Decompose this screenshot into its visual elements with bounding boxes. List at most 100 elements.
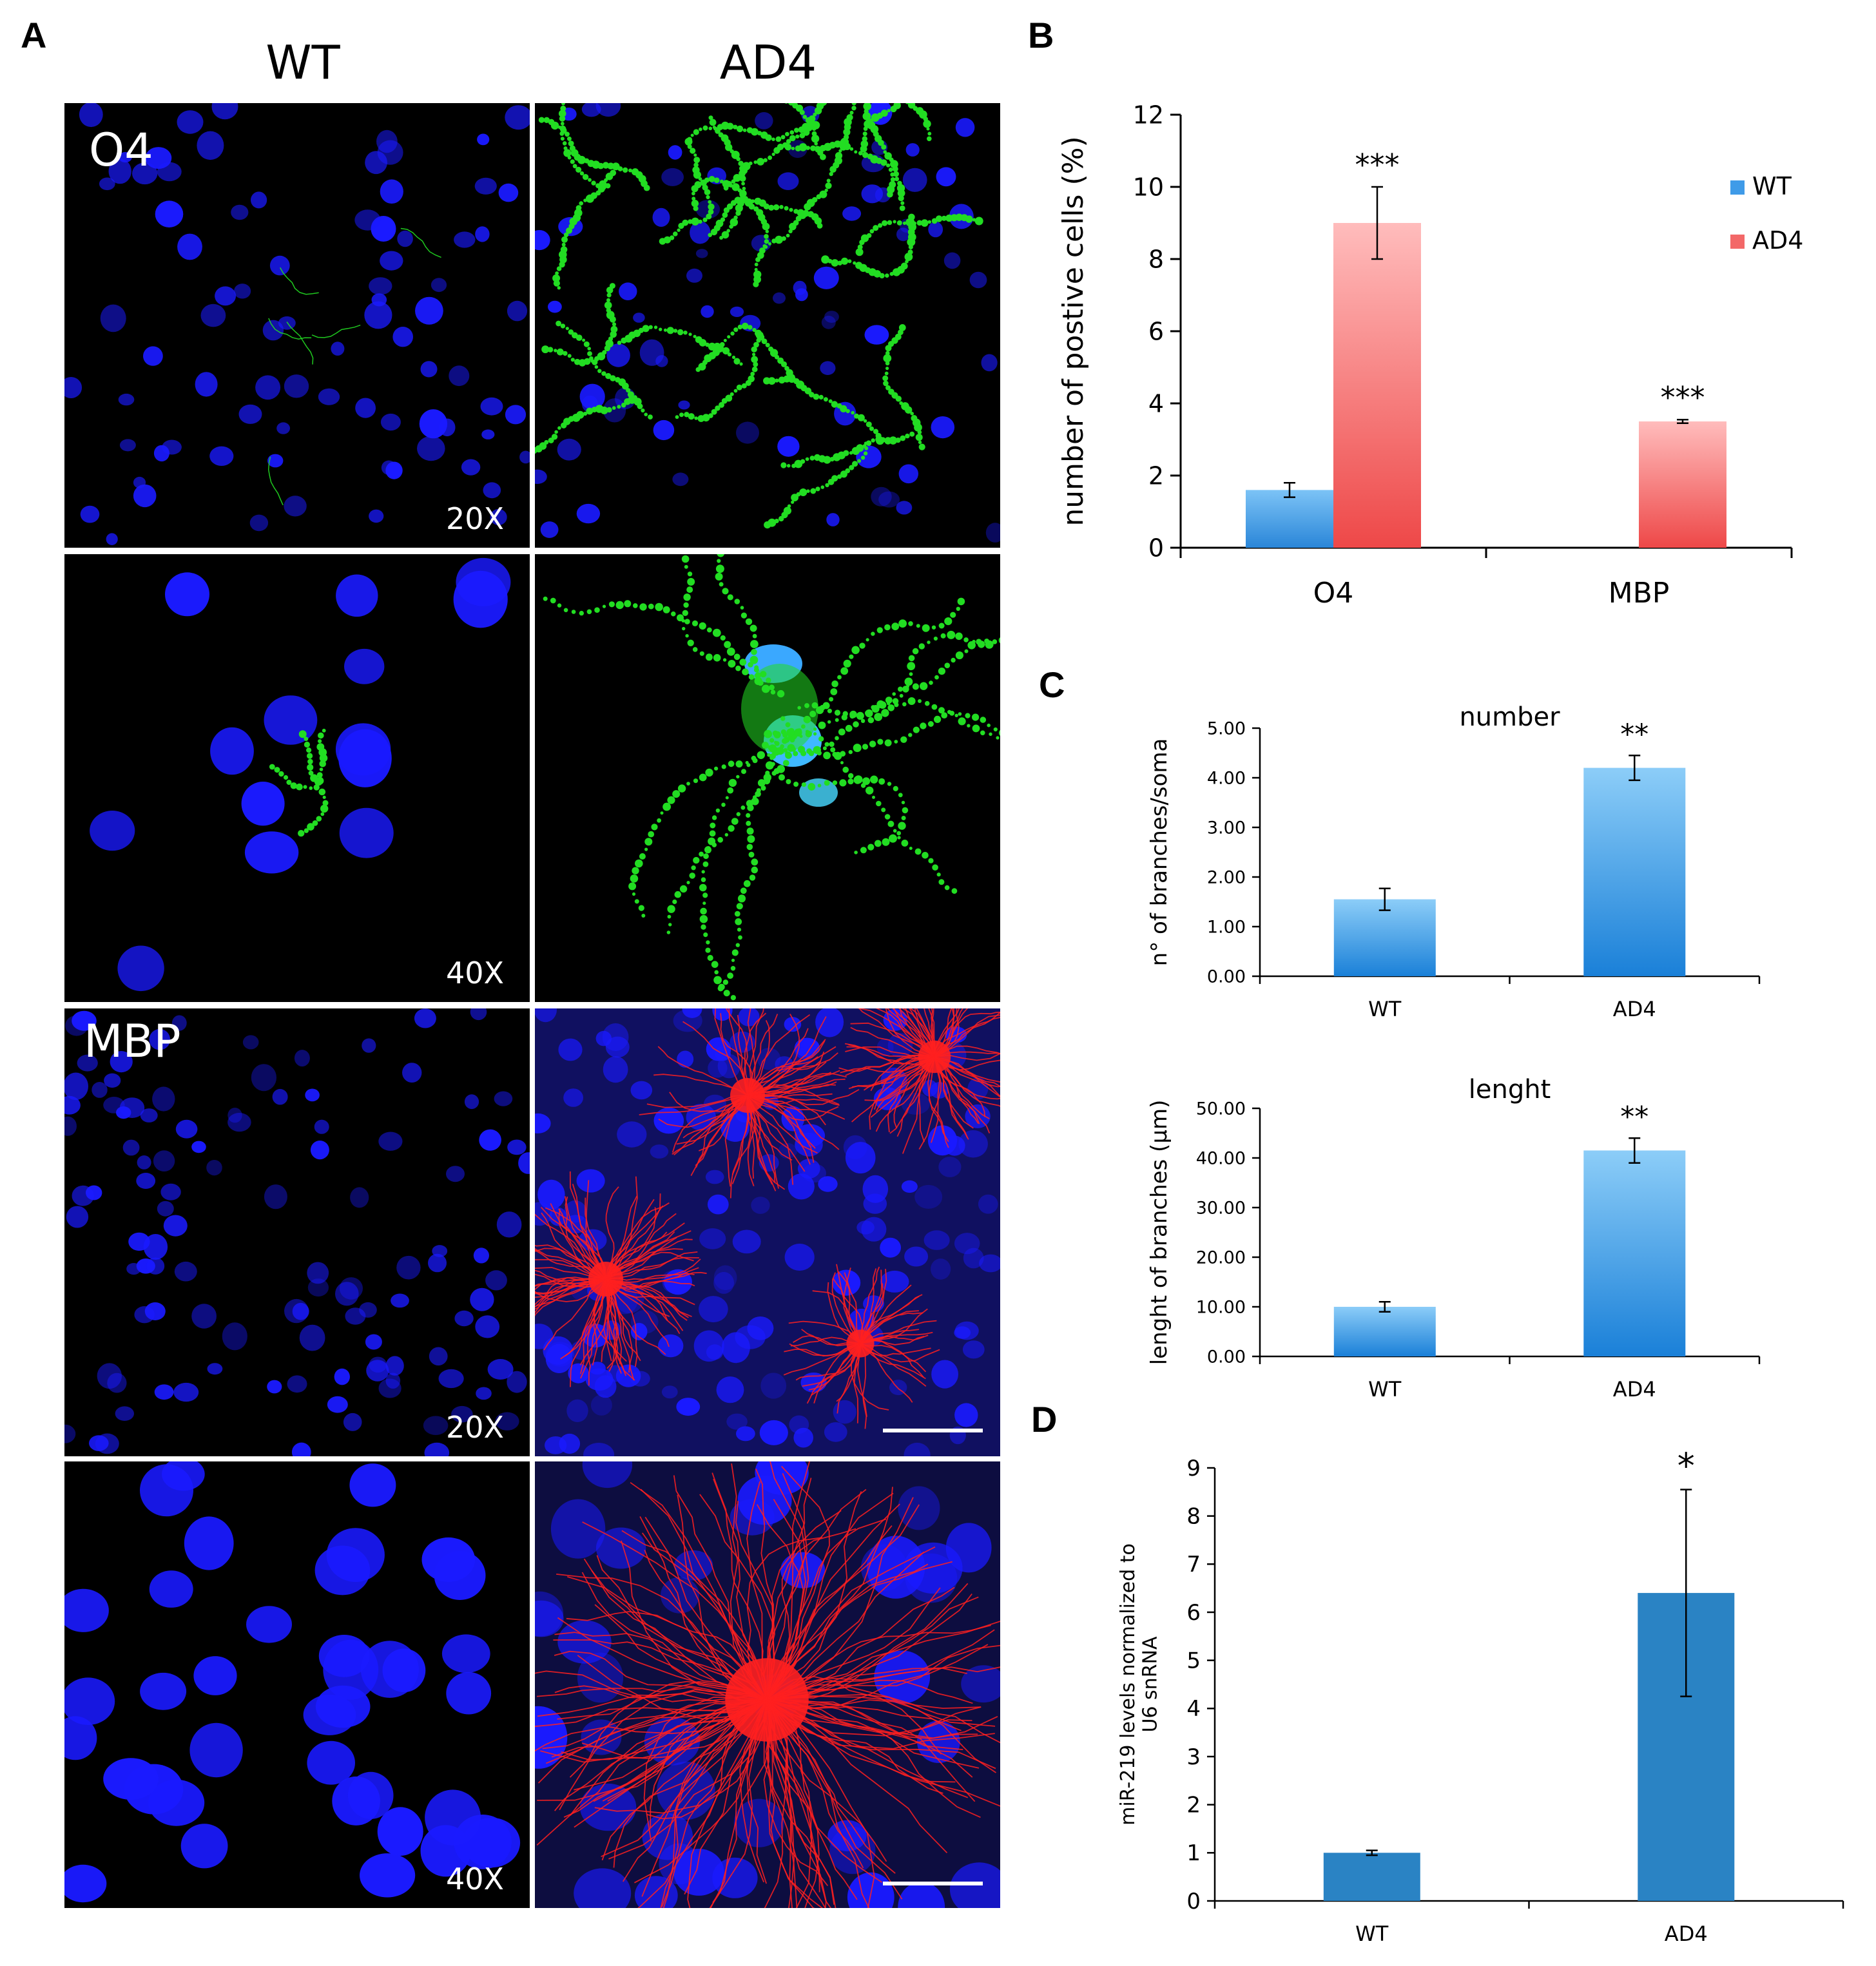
cell-process-dot [739,362,743,366]
cell-process-dot [663,328,668,332]
cell-process-dot [918,443,925,450]
cell-process-dot [624,600,632,608]
cell-process-dot [967,724,971,728]
nucleus [498,183,519,202]
cell-process-dot [675,415,679,419]
nucleus [713,1271,734,1294]
cell-process-dot [588,178,592,182]
cell-process-dot [918,643,925,650]
cell-process-dot [653,325,658,329]
cell-process-dot [322,800,329,806]
magnification-label: 20X [445,501,504,536]
cell-process-dot [662,606,670,613]
cell-process [605,1237,677,1280]
cell-process-dot [550,597,556,604]
cell-process-dot [597,369,602,373]
nucleus [668,145,682,160]
cell-process [605,1222,685,1280]
cell-process [887,1056,935,1133]
cell-process-dot [871,438,875,443]
cell-process [766,1699,820,1908]
cell-process-dot [885,697,893,704]
cell-process-dot [874,840,882,847]
cell-process-dot [704,189,711,195]
nucleus [701,305,714,318]
cell-process-dot [894,177,900,182]
cell-process-dot [604,301,612,309]
cell-process [766,1699,995,1749]
y-tick-label: 5 [1186,1648,1201,1674]
cell-process-dot [642,325,650,332]
cell-process-dot [553,280,560,287]
cell-process-dot [693,129,699,135]
cell-process [591,1570,768,1701]
cell-process-dot [615,377,621,383]
cell-process [586,1278,607,1386]
cell-process-dot [687,577,695,586]
nucleus [369,277,392,295]
cell-process [650,1699,768,1828]
cell-process-dot [709,830,716,837]
nucleus [272,1088,288,1105]
cell-process-dot [739,175,746,182]
cell-process [793,1335,861,1347]
nucleus [206,1160,222,1176]
cell-process [639,1095,748,1115]
cell-process-dot [269,764,275,770]
cell-process [613,1699,768,1868]
nucleus [177,233,202,260]
cell-process [605,1278,638,1367]
cell-process-dot [876,627,883,633]
nucleus [606,343,630,367]
cell-process-dot [563,149,572,157]
cell-process [934,1056,1000,1097]
nucleus [963,1248,984,1269]
cell-process-dot [829,741,835,747]
nucleus [77,1054,98,1072]
cell-process [641,1532,768,1701]
y-tick-label: 9 [1186,1456,1201,1481]
cell-process-dot [298,830,305,837]
cell-process [605,1207,657,1280]
cell-process-dot [818,736,824,742]
cell-process-dot [757,251,764,259]
cell-process [747,1084,836,1096]
cell-process [851,1056,935,1123]
nucleus [943,252,961,269]
cell-process [747,1008,764,1096]
cell-process-dot [814,142,818,146]
cell-process [766,1510,842,1701]
cell-process [535,1278,606,1287]
cell-process-dot [705,947,711,953]
cell-process-dot [918,699,922,703]
cell-process-dot [660,811,664,815]
cell-process-dot [883,380,889,387]
cell-process-dot [578,359,586,367]
cell-process-dot [601,371,606,376]
cell-process-dot [763,777,771,785]
cell-process-dot [765,343,770,347]
cell-process [286,322,314,365]
cell-process [860,1343,927,1387]
cell-process-dot [749,874,756,881]
cell-process [812,1290,861,1344]
micrograph-wt-o4-40x: 40X [64,554,530,1002]
cell-process-dot [768,204,775,211]
nucleus [366,1360,389,1382]
cell-process-dot [648,603,654,610]
cell-process-dot [668,923,672,927]
x-tick-label: WT [1368,1377,1402,1402]
nucleus [461,459,481,476]
nucleus [474,177,497,195]
nucleus [716,1376,744,1403]
nucleus [344,648,385,684]
cell-process-dot [651,824,658,831]
nucleus [140,1672,187,1710]
cell-process [605,1251,698,1280]
nucleus [331,342,345,356]
cell-process-dot [704,177,710,183]
cell-process-dot [693,153,697,157]
nucleus [653,1107,684,1134]
cell-process-dot [819,190,827,198]
cell-process-dot [857,244,863,250]
